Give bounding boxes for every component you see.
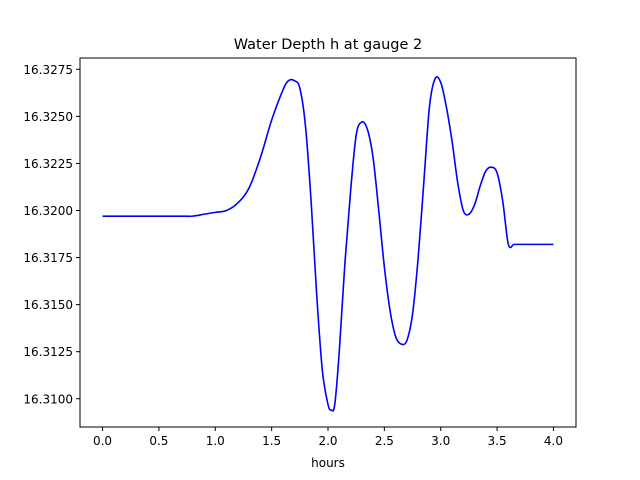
- x-tick-label: 3.0: [431, 434, 450, 448]
- x-tick-label: 1.0: [206, 434, 225, 448]
- y-tick-label: 16.3125: [23, 345, 73, 359]
- axes-frame: [79, 57, 577, 428]
- y-tick-label: 16.3100: [23, 392, 73, 406]
- y-tick-label: 16.3150: [23, 298, 73, 312]
- x-tick-label: 4.0: [544, 434, 563, 448]
- series-line-0: [102, 76, 554, 412]
- y-tick-label: 16.3250: [23, 110, 73, 124]
- chart-title: Water Depth h at gauge 2: [234, 37, 422, 53]
- y-tick-label: 16.3275: [23, 63, 73, 77]
- x-tick-label: 3.5: [488, 434, 507, 448]
- plot-area: [102, 76, 554, 412]
- y-axis: 16.3100 16.3125 16.3150 16.3175 16.3200 16.32…: [23, 63, 80, 406]
- y-tick-label: 16.3225: [23, 157, 73, 171]
- y-tick-label: 16.3175: [23, 251, 73, 265]
- x-tick-label: 2.0: [318, 434, 337, 448]
- x-axis: 0.0 0.5 1.0 1.5 2.0 2.5 3.0 3.5 4.0: [93, 427, 563, 448]
- x-tick-label: 2.5: [375, 434, 394, 448]
- x-tick-label: 1.5: [262, 434, 281, 448]
- y-tick-label: 16.3200: [23, 204, 73, 218]
- x-axis-label: hours: [311, 456, 345, 470]
- x-tick-label: 0.5: [149, 434, 168, 448]
- x-tick-label: 0.0: [93, 434, 112, 448]
